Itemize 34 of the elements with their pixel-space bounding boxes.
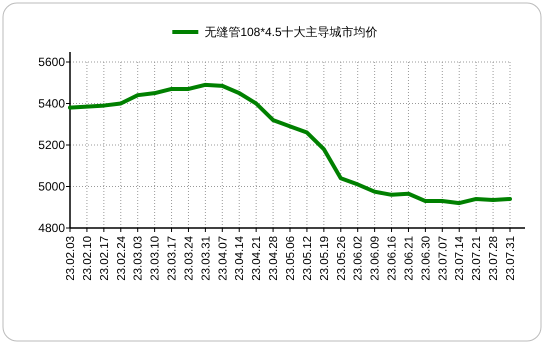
y-tick-label: 5200 xyxy=(38,138,66,152)
x-tick-label: 23.03.03 xyxy=(132,236,145,281)
x-tick-label: 23.07.07 xyxy=(437,236,450,281)
x-tick-label: 23.05.19 xyxy=(318,236,331,281)
x-tick-label: 23.03.17 xyxy=(166,236,179,281)
x-tick-label: 23.03.31 xyxy=(200,236,212,281)
y-tick-label: 4800 xyxy=(38,221,66,235)
x-tick-label: 23.06.09 xyxy=(370,236,382,281)
x-tick-label: 23.02.10 xyxy=(82,236,94,281)
y-tick-label: 5400 xyxy=(38,96,66,110)
x-tick-label: 23.03.10 xyxy=(150,236,162,281)
y-tick-label: 5600 xyxy=(38,55,66,69)
x-tick-label: 23.05.06 xyxy=(285,236,297,281)
y-tick-label: 5000 xyxy=(38,180,66,194)
x-tick-label: 23.05.26 xyxy=(336,236,348,281)
x-tick-label: 23.04.07 xyxy=(217,236,230,281)
x-tick-label: 23.06.16 xyxy=(386,236,399,281)
x-tick-label: 23.04.14 xyxy=(234,235,246,281)
x-tick-label: 23.06.30 xyxy=(420,236,432,281)
x-tick-label: 23.07.31 xyxy=(505,236,517,281)
x-tick-label: 23.04.28 xyxy=(268,236,280,281)
x-tick-label: 23.04.21 xyxy=(251,236,264,281)
x-tick-label: 23.05.12 xyxy=(302,236,314,281)
x-tick-label: 23.06.21 xyxy=(403,236,416,281)
x-tick-label: 23.03.24 xyxy=(183,235,196,281)
x-tick-label: 23.07.21 xyxy=(471,236,484,281)
x-tick-label: 23.07.14 xyxy=(454,235,466,281)
x-tick-label: 23.07.28 xyxy=(488,236,500,281)
line-series xyxy=(68,82,512,206)
x-tick-label: 23.02.24 xyxy=(116,235,128,281)
legend-label: 无缝管108*4.5十大主导城市均价 xyxy=(204,25,378,39)
x-tick-label: 23.06.02 xyxy=(352,236,365,281)
x-tick-label: 23.02.17 xyxy=(98,236,111,281)
x-tick-label: 23.02.03 xyxy=(65,236,77,281)
